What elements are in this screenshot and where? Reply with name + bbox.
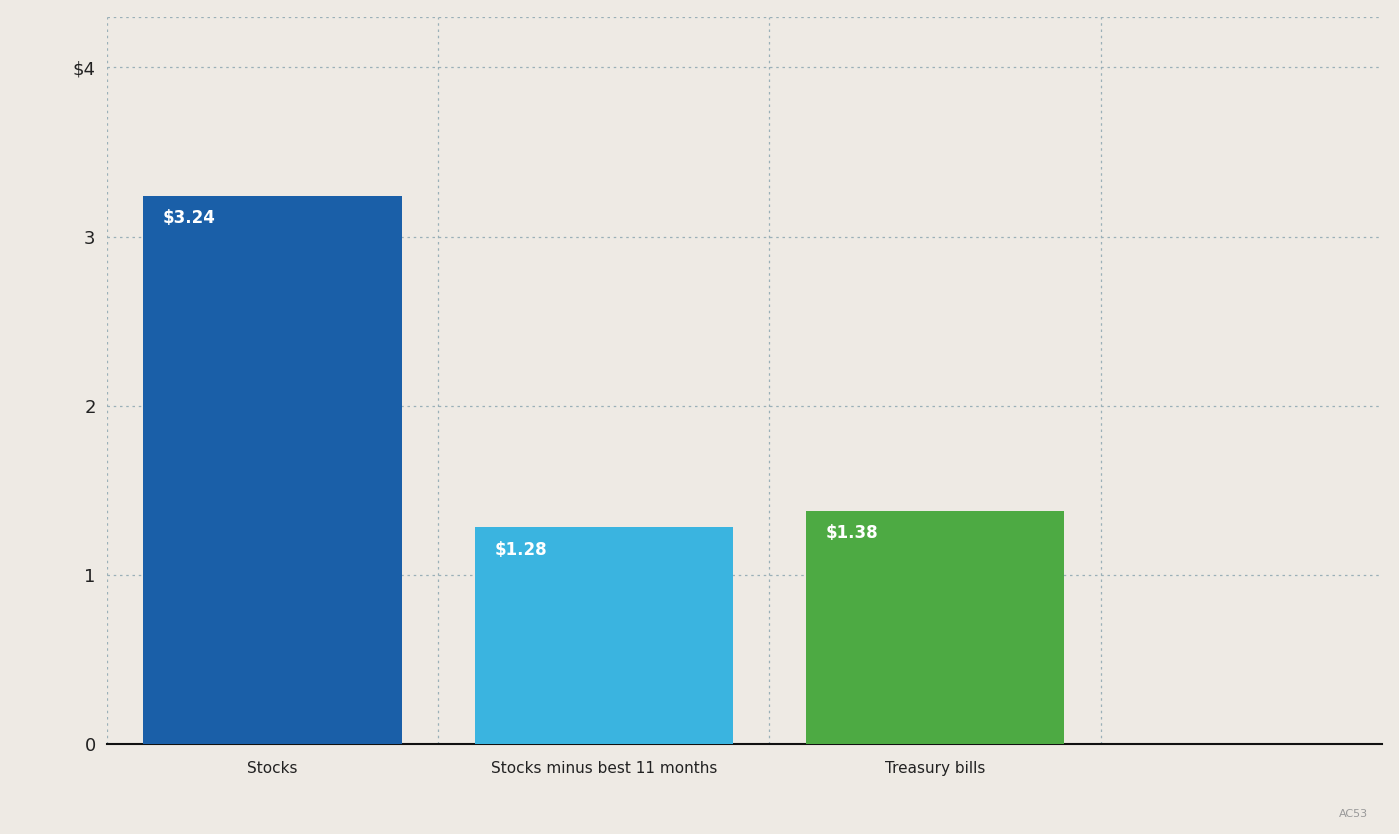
Text: $1.38: $1.38 [825, 524, 879, 542]
Bar [474, 527, 733, 744]
Text: AC53: AC53 [1339, 809, 1368, 819]
Text: $3.24: $3.24 [164, 209, 215, 228]
Bar [806, 510, 1065, 744]
Text: $1.28: $1.28 [494, 541, 547, 559]
Bar [143, 196, 402, 744]
